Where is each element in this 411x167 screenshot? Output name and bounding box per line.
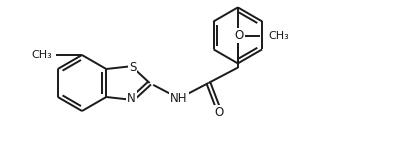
Text: CH₃: CH₃ <box>268 31 289 41</box>
Text: O: O <box>215 106 224 119</box>
Text: O: O <box>234 29 243 42</box>
Text: S: S <box>129 61 136 74</box>
Text: N: N <box>127 92 136 105</box>
Text: NH: NH <box>170 92 188 105</box>
Text: CH₃: CH₃ <box>31 50 52 60</box>
